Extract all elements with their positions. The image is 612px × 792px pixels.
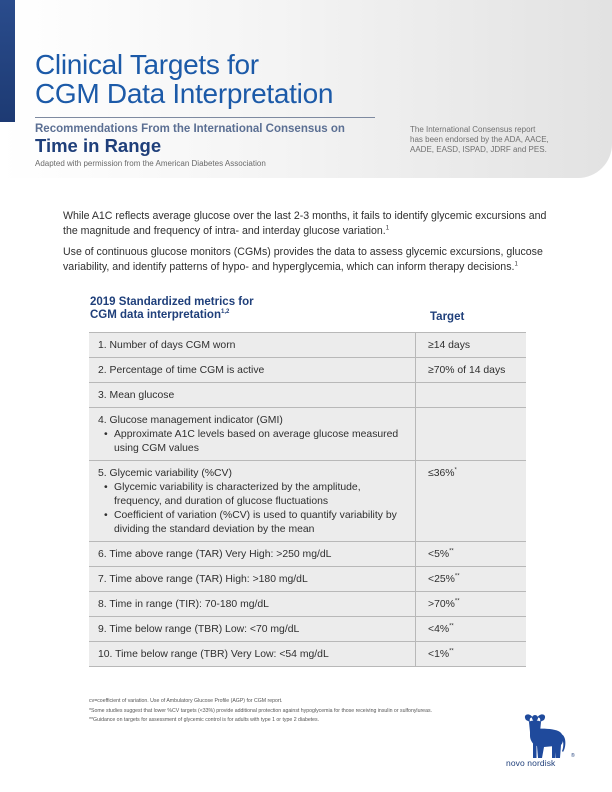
table-row: 1. Number of days CGM worn ≥14 days: [89, 333, 526, 358]
metric-bullet-text: Approximate A1C levels based on average …: [114, 429, 399, 454]
footnotes: cv=coefficient of variation. Use of Ambu…: [89, 697, 529, 726]
metric-cell: 6. Time above range (TAR) Very High: >25…: [89, 542, 415, 566]
table-row: 4. Glucose management indicator (GMI) App…: [89, 408, 526, 461]
table-heading-line-2: CGM data interpretation: [90, 309, 221, 321]
metric-cell: 3. Mean glucose: [89, 383, 415, 407]
target-value: >70%: [428, 599, 455, 610]
metric-cell: 1. Number of days CGM worn: [89, 333, 415, 357]
target-cell: <5%**: [415, 542, 526, 566]
footnote-single-star: *Some studies suggest that lower %CV tar…: [89, 707, 432, 714]
table-heading-line-1: 2019 Standardized metrics for: [90, 296, 254, 308]
target-cell: <4%**: [415, 617, 526, 641]
target-cell: >70%**: [415, 592, 526, 616]
title-line-1: Clinical Targets for: [35, 49, 259, 80]
endorse-line-1: The International Consensus report: [410, 125, 536, 134]
target-value: <5%: [428, 549, 450, 560]
table-row: 2. Percentage of time CGM is active ≥70% …: [89, 358, 526, 383]
adapted-note: Adapted with permission from the America…: [35, 159, 266, 168]
intro-text-2: Use of continuous glucose monitors (CGMs…: [63, 246, 543, 273]
table-row: 3. Mean glucose: [89, 383, 526, 408]
metric-label: 3. Mean glucose: [98, 390, 175, 401]
endorse-line-2: has been endorsed by the ADA, AACE,: [410, 135, 549, 144]
brand-logo-text: novo nordisk: [506, 758, 556, 768]
accent-bar: [0, 0, 15, 122]
footnote-mark: **: [449, 548, 454, 555]
metric-bullet: Approximate A1C levels based on average …: [98, 428, 407, 456]
endorse-line-3: AADE, EASD, ISPAD, JDRF and PES.: [410, 145, 547, 154]
reference-mark: 1: [385, 225, 390, 232]
metric-cell: 5. Glycemic variability (%CV) Glycemic va…: [89, 461, 415, 541]
metric-cell: 2. Percentage of time CGM is active: [89, 358, 415, 382]
title-line-2: CGM Data Interpretation: [35, 78, 334, 109]
intro-paragraph-cgm: Use of continuous glucose monitors (CGMs…: [63, 245, 563, 275]
metric-cell: 9. Time below range (TBR) Low: <70 mg/dL: [89, 617, 415, 641]
footnote-mark: **: [449, 648, 454, 655]
header-band: [0, 0, 612, 178]
metric-cell: 4. Glucose management indicator (GMI) App…: [89, 408, 415, 460]
metric-label: 5. Glycemic variability (%CV): [98, 468, 232, 479]
title-divider: [35, 117, 375, 118]
footnote-mark: **: [454, 573, 460, 580]
target-cell: <1%**: [415, 642, 526, 666]
table-row: 7. Time above range (TAR) High: >180 mg/…: [89, 567, 526, 592]
target-value: ≥14 days: [428, 340, 471, 351]
reference-mark: 1,2: [220, 309, 230, 316]
footnote-double-star: **Guidance on targets for assessment of …: [89, 717, 320, 723]
table-row: 9. Time below range (TBR) Low: <70 mg/dL…: [89, 617, 526, 642]
registered-mark: ®: [571, 753, 575, 759]
table-row: 6. Time above range (TAR) Very High: >25…: [89, 542, 526, 567]
metric-bullet-text: Glycemic variability is characterized by…: [114, 482, 361, 507]
target-value: <25%: [428, 574, 455, 585]
target-cell: ≥14 days: [415, 333, 526, 357]
metric-label: 6. Time above range (TAR) Very High: >25…: [98, 549, 332, 560]
intro-paragraph-a1c: While A1C reflects average glucose over …: [63, 209, 563, 239]
footnote-mark: *: [454, 467, 457, 474]
metric-bullet: Glycemic variability is characterized by…: [98, 481, 407, 509]
table-row: 8. Time in range (TIR): 70-180 mg/dL >70%…: [89, 592, 526, 617]
subtitle-time-in-range: Time in Range: [35, 135, 162, 156]
metrics-table: 1. Number of days CGM worn ≥14 days 2. Per…: [89, 332, 526, 667]
endorsement-note: The International Consensus report has b…: [410, 125, 595, 155]
metric-bullet: Coefficient of variation (%CV) is used t…: [98, 509, 407, 537]
metric-cell: 10. Time below range (TBR) Very Low: <54…: [89, 642, 415, 666]
footnote-mark: **: [454, 598, 460, 605]
metric-label: 10. Time below range (TBR) Very Low: <54…: [98, 649, 329, 660]
metric-cell: 8. Time in range (TIR): 70-180 mg/dL: [89, 592, 415, 616]
page-title: Clinical Targets for CGM Data Interpreta…: [35, 50, 395, 108]
target-cell: <25%**: [415, 567, 526, 591]
target-cell: [415, 408, 526, 460]
metric-label: 8. Time in range (TIR): 70-180 mg/dL: [98, 599, 269, 610]
footnote-cv: cv=coefficient of variation. Use of Ambu…: [89, 698, 283, 704]
intro-text-1: While A1C reflects average glucose over …: [63, 210, 547, 237]
target-cell: [415, 383, 526, 407]
metric-label: 1. Number of days CGM worn: [98, 340, 236, 351]
metric-cell: 7. Time above range (TAR) High: >180 mg/…: [89, 567, 415, 591]
metric-label: 4. Glucose management indicator (GMI): [98, 415, 283, 426]
metric-bullet-text: Coefficient of variation (%CV) is used t…: [114, 510, 397, 535]
target-value: <4%: [428, 624, 450, 635]
subtitle-consensus: Recommendations From the International C…: [35, 123, 345, 135]
table-row: 5. Glycemic variability (%CV) Glycemic va…: [89, 461, 526, 542]
target-cell: ≤36%*: [415, 461, 526, 541]
footnote-mark: **: [449, 623, 454, 630]
metric-label: 7. Time above range (TAR) High: >180 mg/…: [98, 574, 308, 585]
reference-mark: 1: [514, 261, 518, 268]
metric-label: 9. Time below range (TBR) Low: <70 mg/dL: [98, 624, 300, 635]
table-row: 10. Time below range (TBR) Very Low: <54…: [89, 642, 526, 667]
table-heading: 2019 Standardized metrics for CGM data i…: [90, 296, 390, 322]
target-value: ≤36%: [428, 468, 455, 479]
target-cell: ≥70% of 14 days: [415, 358, 526, 382]
metric-label: 2. Percentage of time CGM is active: [98, 365, 265, 376]
target-value: ≥70% of 14 days: [428, 365, 506, 376]
target-column-heading: Target: [430, 311, 465, 323]
target-value: <1%: [428, 649, 450, 660]
apis-bull-logo-icon: [524, 714, 566, 758]
